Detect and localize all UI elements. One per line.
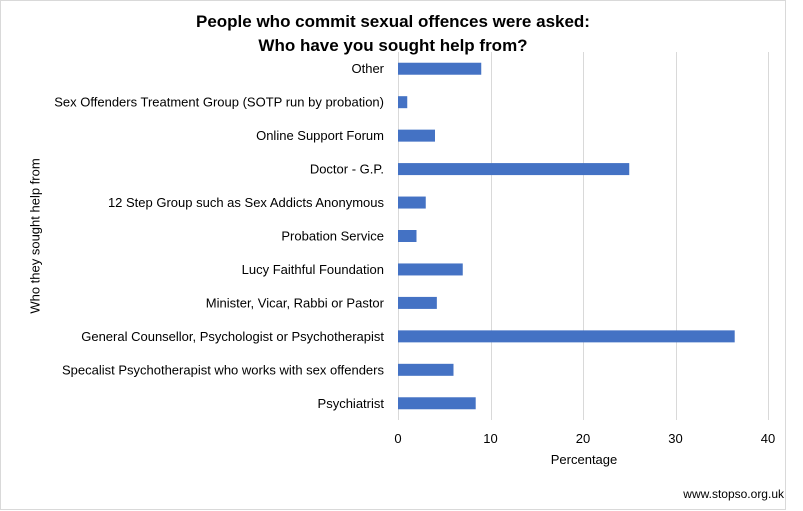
category-label-5: Probation Service: [281, 229, 384, 244]
bar-9: [398, 363, 454, 376]
bar-10: [398, 397, 476, 410]
bar-8: [398, 330, 735, 343]
bar-1: [398, 96, 408, 109]
category-label-3: Doctor - G.P.: [310, 162, 384, 177]
x-tick-label-40: 40: [761, 431, 775, 446]
bar-7: [398, 296, 437, 309]
category-label-7: Minister, Vicar, Rabbi or Pastor: [206, 295, 385, 310]
category-label-9: Specalist Psychotherapist who works with…: [62, 362, 385, 377]
x-axis-label: Percentage: [550, 452, 618, 467]
category-label-6: Lucy Faithful Foundation: [242, 262, 384, 277]
bar-0: [398, 62, 482, 75]
bar-2: [398, 129, 435, 142]
x-tick-label-10: 10: [483, 431, 497, 446]
x-tick-label-0: 0: [394, 431, 401, 446]
y-axis-label: Who they sought help from: [27, 158, 43, 314]
category-label-0: Other: [351, 61, 384, 76]
x-tick-label-30: 30: [668, 431, 682, 446]
chart-frame: [0, 0, 786, 510]
source-url: www.stopso.org.uk: [683, 487, 784, 501]
category-label-1: Sex Offenders Treatment Group (SOTP run …: [54, 95, 384, 110]
x-tick-label-20: 20: [576, 431, 590, 446]
bar-6: [398, 263, 463, 276]
bar-chart: Other Sex Offenders Treatment Group (SOTP…: [54, 52, 775, 446]
bar-5: [398, 230, 417, 242]
chart-title-line-2: Who have you sought help from?: [258, 36, 528, 55]
bar-4: [398, 196, 426, 209]
category-label-8: General Counsellor, Psychologist or Psyc…: [81, 329, 384, 344]
category-label-2: Online Support Forum: [256, 128, 384, 143]
category-label-4: 12 Step Group such as Sex Addicts Anonym…: [108, 195, 385, 210]
chart-title: People who commit sexual offences were a…: [0, 10, 786, 58]
chart-title-line-1: People who commit sexual offences were a…: [196, 12, 590, 31]
category-label-10: Psychiatrist: [318, 396, 385, 411]
bar-3: [398, 163, 630, 176]
